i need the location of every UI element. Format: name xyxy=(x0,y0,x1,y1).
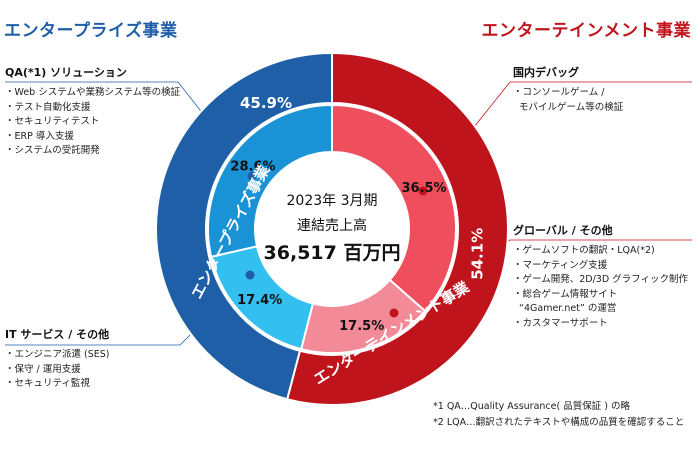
footnote: *1 QA…Quality Assurance( 品質保証 ) の略 xyxy=(433,401,630,412)
list-item: モバイルゲーム等の検証 xyxy=(513,101,624,113)
qa-solution-title: QA(*1) ソリューション xyxy=(5,66,127,79)
list-item: ・システムの受託開発 xyxy=(5,145,100,156)
outer-percent-label-1: 45.9% xyxy=(240,94,292,112)
outer-slice-1 xyxy=(155,51,333,401)
it-service-list: ・エンジニア派遣 (SES) ・保守 / 運用支援 ・セキュリティ監視 xyxy=(5,348,110,392)
domestic-debug-group: 国内デバッグ ・コンソールゲーム / モバイルゲーム等の検証 xyxy=(513,64,623,115)
it-service-title: IT サービス / その他 xyxy=(5,328,110,341)
list-item: ・保守 / 運用支援 xyxy=(5,363,81,375)
global-other-group: グローバル / その他 ・ゲームソフトの翻訳・LQA(*2) ・マーケティング支… xyxy=(513,222,688,331)
list-item: ・Web システムや業務システム等の検証 xyxy=(5,87,181,98)
footnotes: *1 QA…Quality Assurance( 品質保証 ) の略 *2 LQ… xyxy=(433,399,684,431)
qa-solution-list: ・Web システムや業務システム等の検証 ・テスト自動化支援 ・セキュリティテス… xyxy=(5,86,180,159)
footnote: *2 LQA…翻訳されたテキストや構成の品質を確認すること xyxy=(433,417,685,428)
list-item: ・セキュリティ監視 xyxy=(5,378,90,389)
center-period: 2023年 3月期 xyxy=(287,193,378,209)
list-item: ・テスト自動化支援 xyxy=(5,101,91,113)
qa-solution-group: QA(*1) ソリューション ・Web システムや業務システム等の検証 ・テスト… xyxy=(5,64,180,159)
center-value: 36,517 百万円 xyxy=(264,242,401,264)
list-item: ・総合ゲーム情報サイト xyxy=(513,288,618,300)
inner-percent-label-2: 17.4% xyxy=(237,293,282,308)
global-other-title: グローバル / その他 xyxy=(513,224,613,237)
outer-slice-0 xyxy=(285,51,509,406)
marker-dots xyxy=(245,171,428,318)
inner-percent-label-3: 28.6% xyxy=(230,160,275,175)
marker-dot-0 xyxy=(247,171,257,181)
domestic-debug-list: ・コンソールゲーム / モバイルゲーム等の検証 xyxy=(513,86,623,115)
outer-ring xyxy=(155,51,509,406)
it-service-group: IT サービス / その他 ・エンジニア派遣 (SES) ・保守 / 運用支援 … xyxy=(5,326,110,392)
list-item: ・ゲーム開発、2D/3D グラフィック制作 xyxy=(513,274,688,285)
center-label: 連結売上高 xyxy=(297,217,367,234)
inner-percent-label-1: 17.5% xyxy=(339,319,384,334)
inner-percent-label-0: 36.5% xyxy=(401,181,446,196)
enterprise-segment-title: エンタープライズ事業 xyxy=(4,21,178,41)
list-item: ・セキュリティテスト xyxy=(5,116,100,127)
domestic-debug-title: 国内デバッグ xyxy=(513,66,579,79)
outer-percent-label-0: 54.1% xyxy=(469,228,487,280)
list-item: ・ERP 導入支援 xyxy=(5,130,74,142)
percent-labels: 54.1% 45.9% 36.5% 17.5% 17.4% 28.6% xyxy=(230,94,486,334)
list-item: ・カスタマーサポート xyxy=(513,317,608,329)
marker-dot-3 xyxy=(389,308,399,318)
marker-dot-2 xyxy=(418,186,428,196)
list-item: ・マーケティング支援 xyxy=(513,259,608,271)
list-item: “4Gamer.net” の運営 xyxy=(513,303,617,314)
list-item: ・エンジニア派遣 (SES) xyxy=(5,349,110,360)
list-item: ・コンソールゲーム / xyxy=(513,87,605,98)
global-other-list: ・ゲームソフトの翻訳・LQA(*2) ・マーケティング支援 ・ゲーム開発、2D/… xyxy=(513,244,688,331)
entertainment-segment-title: エンターテインメント事業 xyxy=(481,21,691,41)
center-hole xyxy=(255,152,409,306)
marker-dot-1 xyxy=(245,270,255,280)
list-item: ・ゲームソフトの翻訳・LQA(*2) xyxy=(513,245,655,256)
